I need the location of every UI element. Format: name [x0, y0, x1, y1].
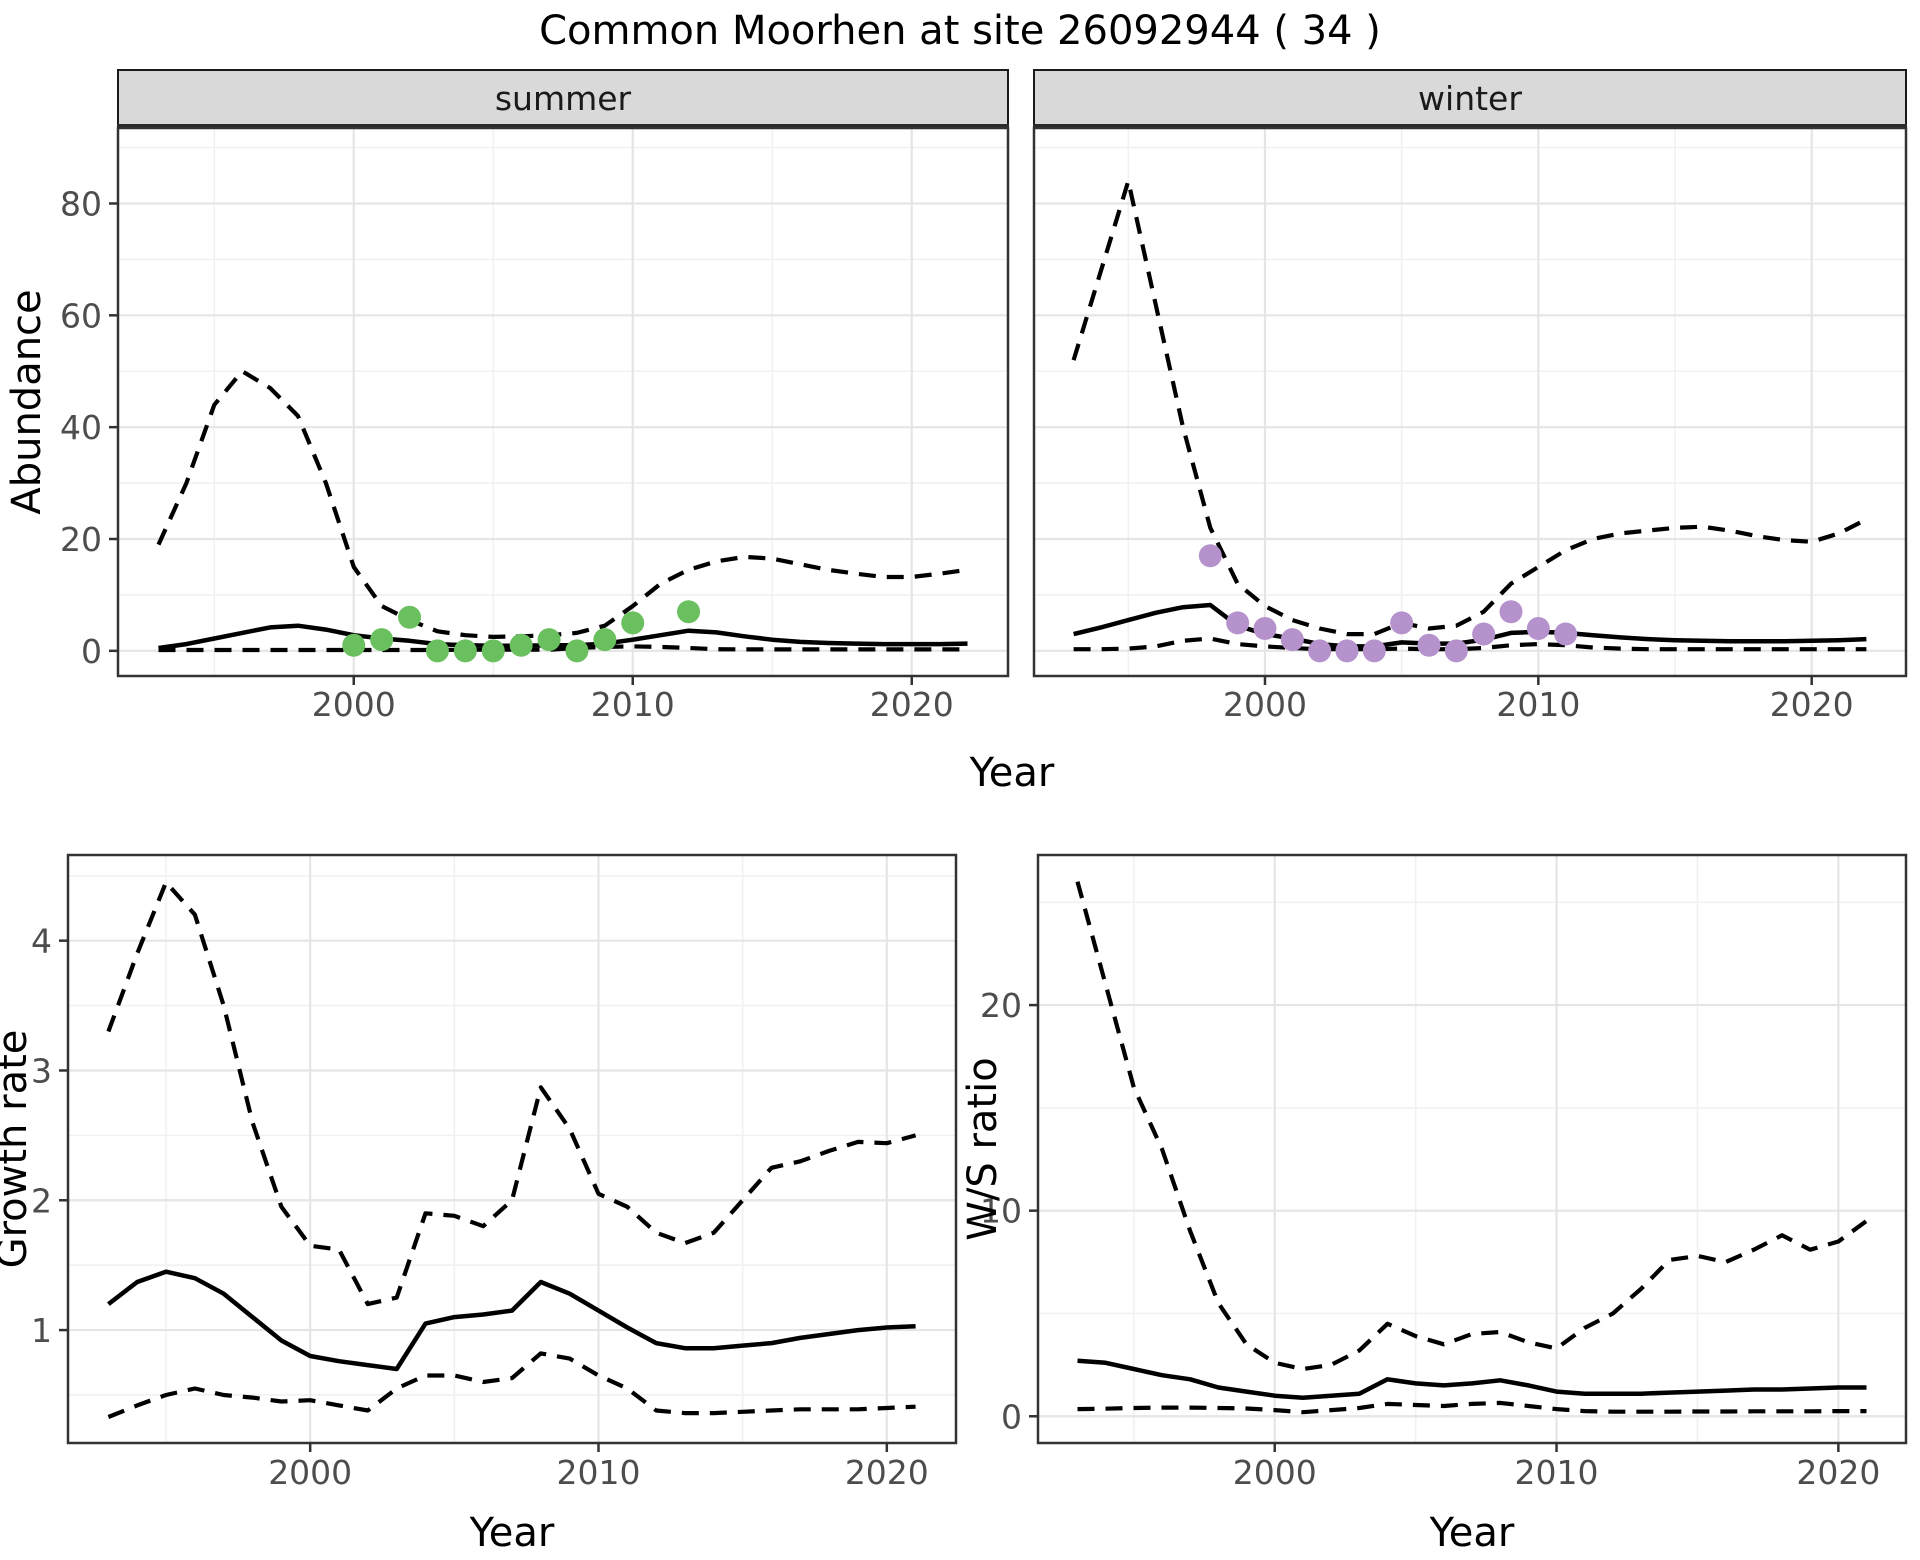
x-tick-label: 2000: [312, 685, 396, 724]
panel-background: [68, 855, 956, 1443]
median-line: [1073, 602, 1867, 649]
observed-abundance-dot: [1444, 639, 1468, 663]
x-tick-label: 2000: [1233, 1453, 1317, 1492]
observed-abundance-dot: [1499, 600, 1523, 624]
x-tick-label: 2000: [1223, 685, 1307, 724]
panel-background: [1034, 128, 1906, 676]
series-group: [1075, 881, 1868, 1415]
observed-abundance-dot: [398, 605, 422, 629]
upper-ci-line: [1071, 179, 1868, 637]
panel-border: [66, 853, 958, 1445]
y-tick-label: 10: [980, 1192, 1022, 1231]
y-tick-label: 60: [60, 296, 102, 335]
shared-y-axis-title: Abundance: [4, 289, 50, 514]
y-tick-label: 0: [1001, 1397, 1022, 1436]
observed-abundance-dot: [621, 611, 645, 635]
observed-abundance-dot: [481, 639, 505, 663]
x-tick-label: 2010: [557, 1453, 641, 1492]
series-group: [106, 880, 917, 1419]
shared-x-axis-title: Year: [969, 750, 1055, 796]
median-line: [158, 623, 968, 651]
facet-label: winter: [1418, 79, 1522, 118]
observed-abundance-dot: [1308, 639, 1332, 663]
observed-abundance-dot: [677, 600, 701, 624]
x-tick-label: 2000: [268, 1453, 352, 1492]
x-axis-title: Year: [469, 1510, 555, 1556]
lower-ci-line: [1073, 636, 1867, 652]
panel-background: [118, 128, 1008, 676]
y-tick-label: 4: [31, 922, 52, 961]
panel-growth-rate: 2000 2010 2020 1 2 3 4 Year Growth rate: [0, 853, 958, 1556]
observed-abundance-dot: [1280, 628, 1304, 652]
y-tick-label: 1: [31, 1311, 52, 1350]
observed-abundance-dot: [1526, 616, 1550, 640]
facet-label: summer: [495, 79, 632, 118]
y-axis-title: W/S ratio: [960, 1057, 1006, 1240]
panel-abundance-winter: winter 2000 2010 2020: [1032, 69, 1908, 724]
x-axis-title: Year: [1429, 1510, 1515, 1556]
median-line: [1077, 1358, 1867, 1401]
x-tick-label: 2020: [845, 1453, 929, 1492]
panel-background: [1038, 855, 1906, 1443]
y-tick-label: 80: [60, 184, 102, 223]
lower-ci-line: [158, 644, 968, 653]
observed-abundance-dot: [1472, 622, 1496, 646]
observed-abundance-dot: [1390, 611, 1414, 635]
observed-abundance-dot: [1198, 544, 1222, 568]
y-tick-label: 2: [31, 1181, 52, 1220]
observed-abundance-dot: [1554, 622, 1578, 646]
observed-abundance-dot: [537, 628, 561, 652]
panel-ws-ratio: 2000 2010 2020 0 10 20 Year W/S ratio: [960, 853, 1908, 1556]
observed-abundance-dot: [1335, 639, 1359, 663]
x-tick-label: 2010: [1496, 685, 1580, 724]
chart-title: Common Moorhen at site 26092944 ( 34 ): [539, 8, 1381, 54]
x-tick-label: 2010: [591, 685, 675, 724]
median-line: [107, 1269, 916, 1372]
observed-abundance-dot: [342, 633, 366, 657]
observed-abundance-dot: [1362, 639, 1386, 663]
lower-ci-line: [1077, 1400, 1867, 1415]
observed-abundance-dot: [453, 639, 477, 663]
y-axis-title: Growth rate: [0, 1030, 36, 1269]
observed-abundance-dot: [1226, 611, 1250, 635]
panel-border: [116, 126, 1010, 678]
y-tick-label: 20: [980, 986, 1022, 1025]
x-tick-label: 2020: [1796, 1453, 1880, 1492]
observed-abundance-dot: [425, 639, 449, 663]
panel-abundance-summer: summer 2000 2010 2020 0 20 40 60 80: [60, 69, 1010, 724]
x-tick-label: 2020: [1770, 685, 1854, 724]
observed-abundance-dot: [1417, 633, 1441, 657]
x-tick-label: 2020: [870, 685, 954, 724]
panel-border: [1036, 853, 1908, 1445]
y-tick-label: 20: [60, 520, 102, 559]
x-tick-label: 2010: [1515, 1453, 1599, 1492]
observed-abundance-dot: [593, 628, 617, 652]
y-tick-label: 0: [81, 632, 102, 671]
facet-strip: [117, 69, 1009, 127]
upper-ci-line: [1075, 881, 1868, 1372]
upper-ci-line: [156, 369, 968, 640]
lower-ci-line: [107, 1351, 916, 1419]
series-group: [1071, 179, 1868, 663]
series-group: [156, 369, 968, 663]
observed-abundance-dot: [370, 628, 394, 652]
y-tick-label: 3: [31, 1051, 52, 1090]
observed-abundance-dot: [509, 633, 533, 657]
observed-abundance-dot: [1253, 616, 1277, 640]
observed-abundance-dot: [565, 639, 589, 663]
y-tick-label: 40: [60, 408, 102, 447]
upper-ci-line: [106, 880, 917, 1307]
panel-border: [1032, 126, 1908, 678]
